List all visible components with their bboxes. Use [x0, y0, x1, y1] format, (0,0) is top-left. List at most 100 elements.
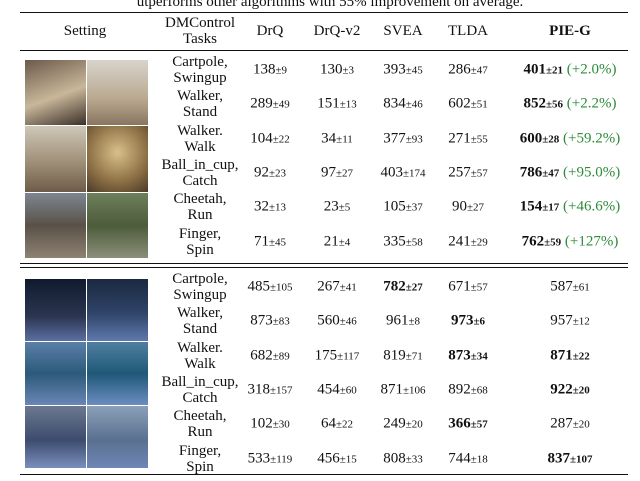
header-cell: DrQ	[257, 23, 284, 39]
score-std: ±33	[405, 453, 423, 465]
score-mean: 401	[523, 61, 547, 78]
score-mean: 871	[550, 347, 573, 364]
score-cell: 151±13	[317, 96, 357, 113]
score-std: ±37	[405, 201, 423, 214]
header-rule	[20, 50, 628, 51]
env-image	[87, 342, 148, 405]
score-mean: 873	[250, 312, 273, 329]
task-text: Catch	[182, 389, 218, 406]
score-cell: 682±89	[250, 347, 290, 364]
task-cell: Walker, Stand	[177, 88, 223, 120]
task-text: Ball_in_cup,	[161, 156, 239, 173]
task-text: Cartpole,	[172, 54, 228, 70]
score-cell: 403±174	[380, 164, 425, 181]
score-cell: 852±56 (+2.2%)	[524, 96, 617, 113]
score-mean: 241	[448, 233, 471, 249]
score-mean: 377	[383, 130, 406, 147]
header-cell: SVEA	[383, 23, 422, 39]
env-image	[25, 279, 86, 341]
score-cell: 456±15	[317, 450, 357, 467]
score-cell: 318±157	[247, 381, 292, 398]
score-std: ±58	[405, 236, 423, 248]
score-cell: 393±45	[383, 62, 423, 79]
score-cell: 286±47	[448, 62, 488, 79]
score-std: ±17	[542, 201, 560, 214]
improvement: (+127%)	[564, 233, 619, 249]
score-mean: 786	[519, 164, 543, 181]
score-std: ±20	[572, 384, 590, 397]
task-text: Spin	[186, 241, 214, 258]
score-std: ±57	[470, 167, 488, 180]
task-text: Cheetah,	[173, 408, 227, 425]
score-std: ±9	[275, 64, 288, 77]
score-cell: 871±106	[380, 381, 425, 398]
score-std: ±20	[572, 418, 590, 431]
score-mean: 151	[317, 95, 340, 112]
score-std: ±47	[470, 64, 488, 77]
task-text: Run	[187, 424, 213, 441]
header-cell: PIE-G	[549, 23, 591, 39]
header-cell: DrQ-v2	[314, 23, 361, 39]
score-std: ±174	[402, 167, 426, 180]
score-mean: 852	[523, 95, 547, 112]
header-text: DMControl	[164, 15, 236, 31]
score-mean: 105	[383, 198, 406, 215]
score-std: ±27	[335, 167, 354, 180]
score-cell: 249±20	[383, 416, 423, 433]
score-std: ±41	[339, 281, 357, 294]
score-std: ±27	[466, 201, 485, 214]
env-image	[87, 193, 148, 258]
score-mean: 23	[323, 198, 339, 215]
score-std: ±117	[337, 350, 360, 363]
score-mean: 837	[547, 450, 570, 466]
score-std: ±5	[338, 201, 351, 214]
score-cell: 377±93	[383, 130, 423, 147]
score-std: ±13	[339, 98, 357, 111]
task-text: Cartpole,	[172, 271, 228, 287]
score-cell: 90±27	[452, 199, 484, 216]
score-std: ±28	[542, 133, 560, 146]
score-std: ±30	[272, 418, 290, 431]
score-std: ±34	[470, 350, 488, 363]
env-image	[87, 279, 148, 341]
score-mean: 892	[448, 381, 471, 398]
score-cell: 401±21 (+2.0%)	[524, 62, 617, 79]
task-cell: Cheetah, Run	[174, 191, 227, 223]
score-mean: 154	[519, 198, 543, 215]
task-text: Ball_in_cup,	[161, 373, 239, 390]
score-std: ±21	[546, 64, 564, 77]
score-std: ±46	[339, 315, 357, 328]
score-mean: 533	[247, 450, 271, 466]
score-mean: 602	[448, 95, 471, 112]
score-mean: 587	[550, 278, 573, 295]
score-cell: 485±105	[247, 279, 292, 296]
score-cell: 289±49	[250, 96, 290, 113]
score-mean: 34	[321, 130, 337, 147]
score-cell: 602±51	[448, 96, 488, 113]
score-std: ±18	[470, 453, 488, 465]
score-cell: 837±107	[547, 450, 592, 467]
score-mean: 871	[380, 381, 403, 398]
header-cell: Setting	[64, 23, 107, 39]
score-mean: 21	[323, 233, 339, 249]
score-std: ±45	[405, 64, 423, 77]
task-cell: Finger, Spin	[179, 443, 221, 475]
score-std: ±3	[342, 64, 355, 77]
score-cell: 782±27	[383, 279, 423, 296]
score-mean: 782	[383, 278, 406, 295]
score-mean: 762	[521, 233, 545, 249]
task-text: Cheetah,	[173, 191, 227, 208]
score-cell: 97±27	[321, 164, 353, 181]
task-text: Walk	[184, 138, 216, 155]
score-mean: 64	[320, 415, 336, 432]
score-std: ±93	[405, 133, 423, 146]
header-cell: TLDA	[448, 23, 488, 39]
mid-rule	[20, 263, 628, 264]
score-std: ±106	[402, 384, 426, 397]
score-mean: 922	[550, 381, 573, 398]
score-cell: 21±4	[324, 233, 351, 250]
score-mean: 71	[253, 233, 269, 249]
env-image	[25, 60, 86, 125]
header-text: TLDA	[448, 23, 488, 39]
